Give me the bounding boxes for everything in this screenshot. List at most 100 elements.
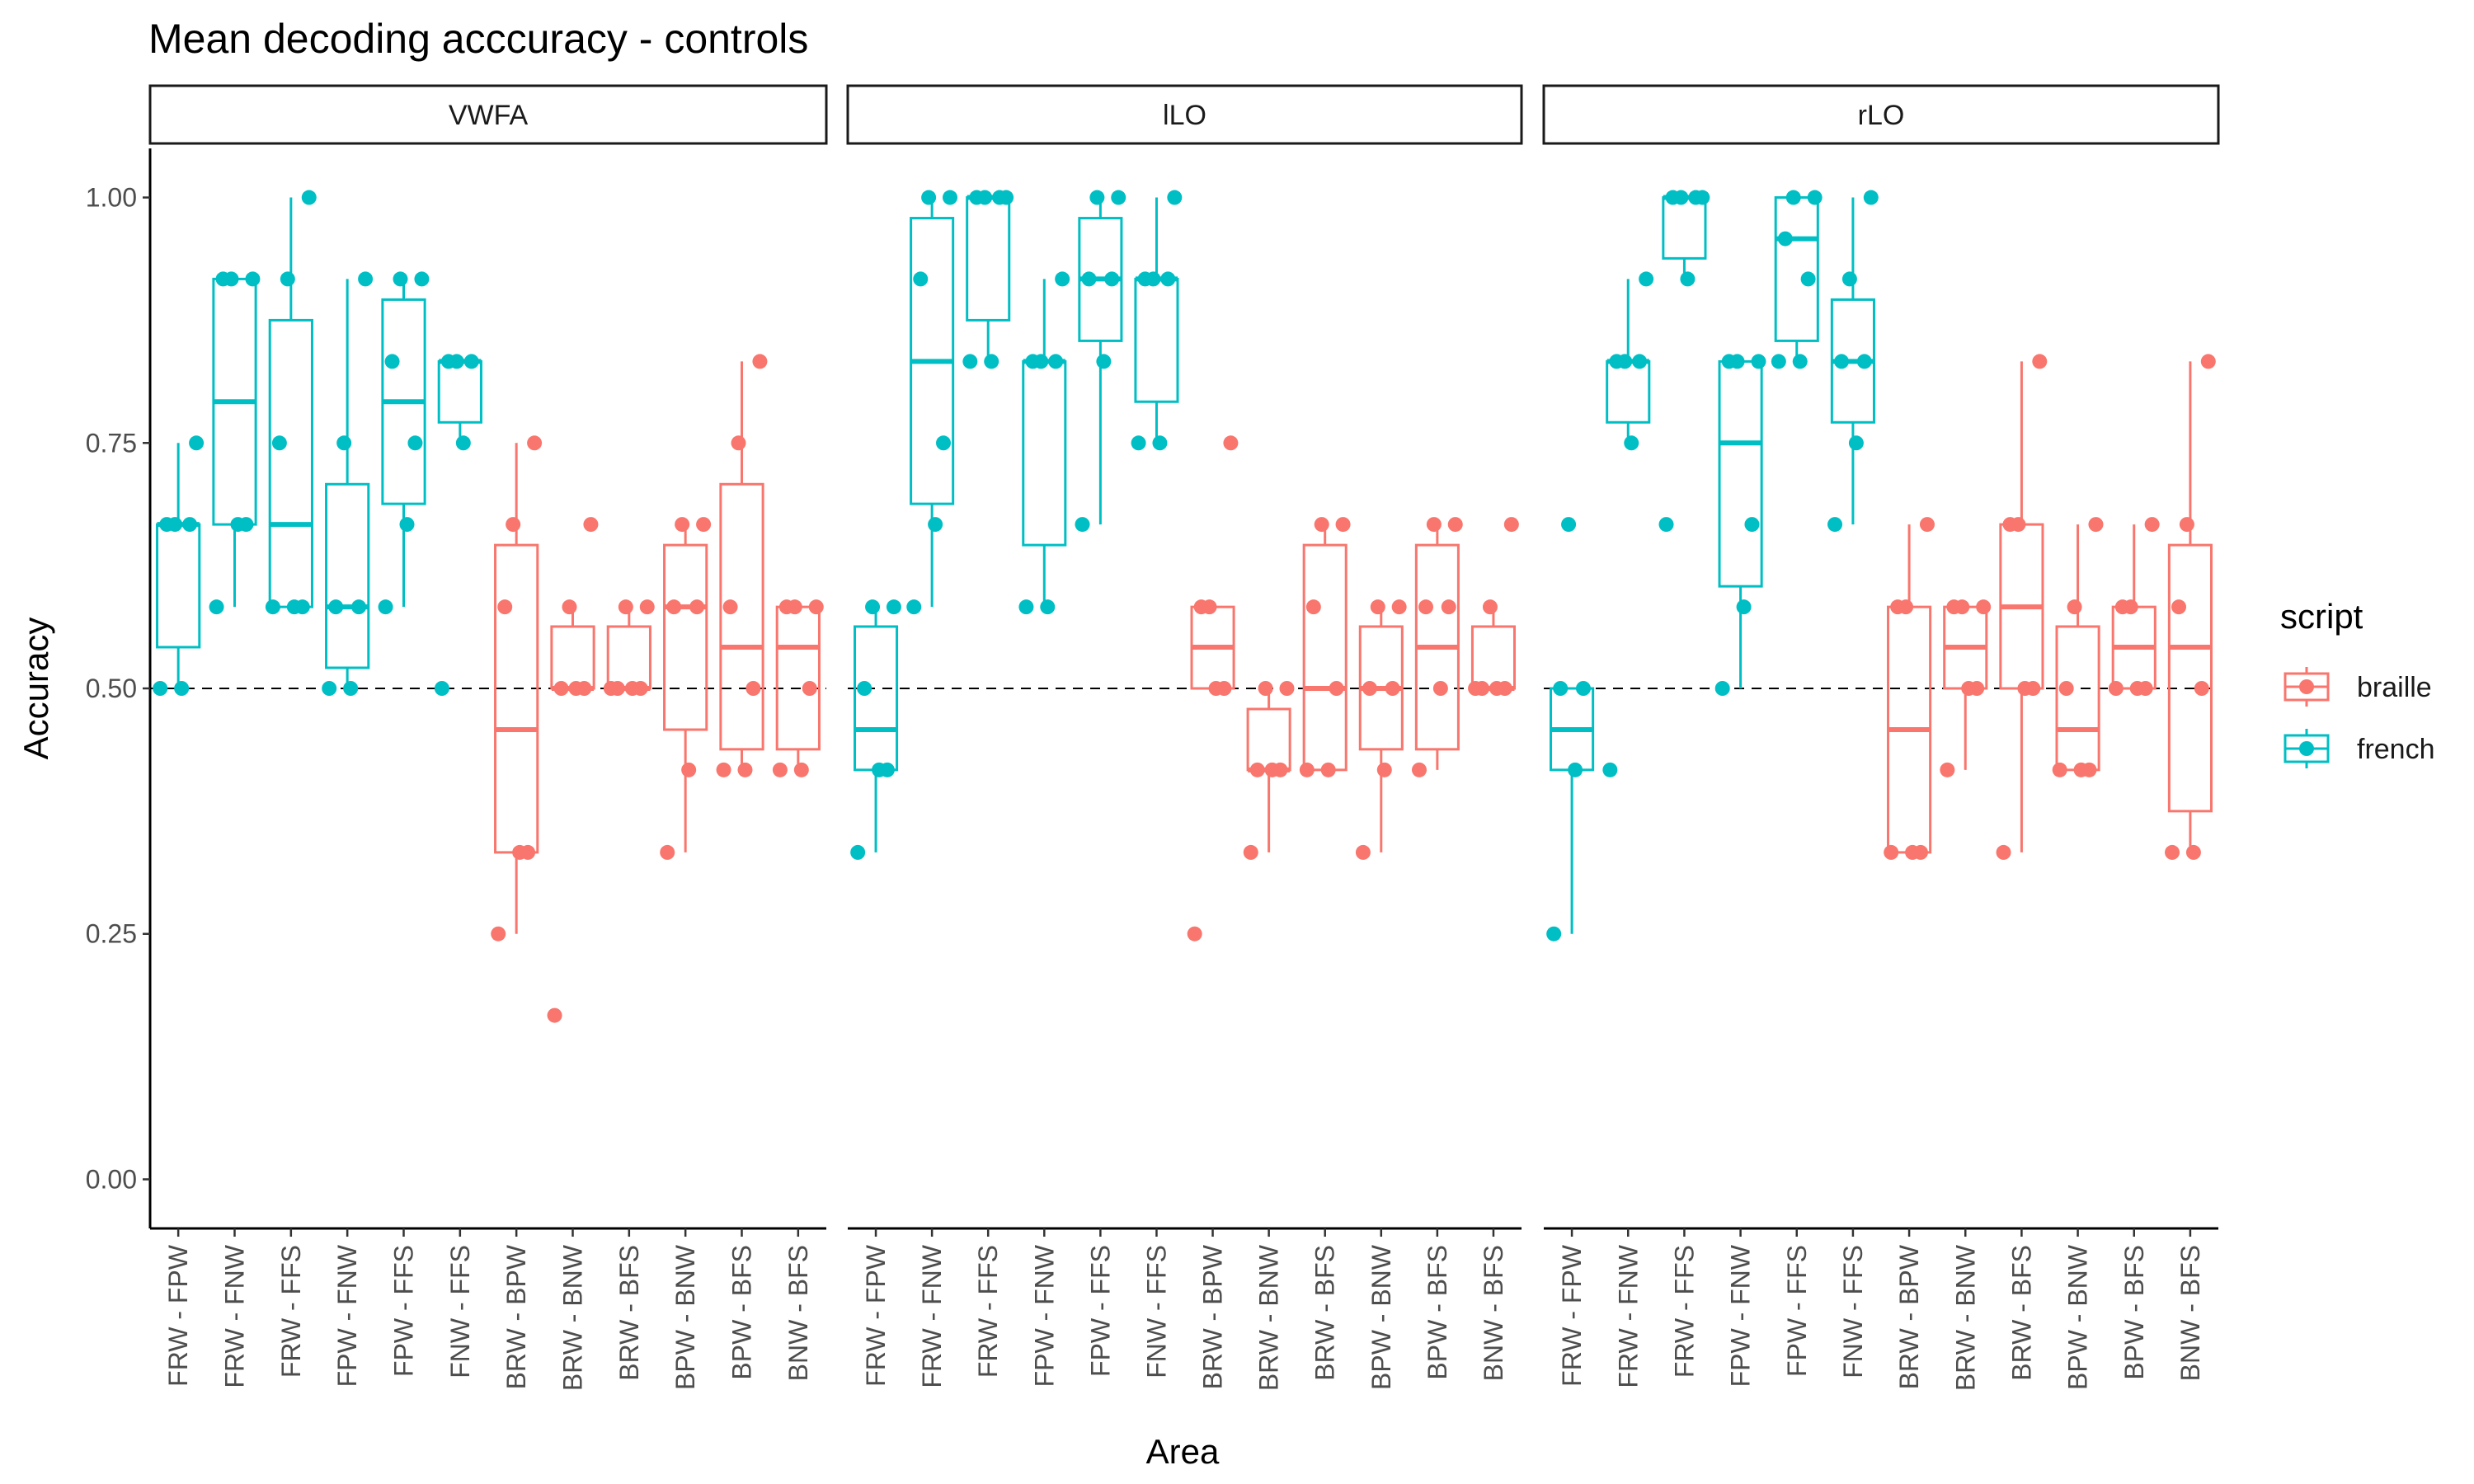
x-tick-label: FNW - FFS: [1838, 1245, 1868, 1378]
data-point: [879, 762, 895, 777]
data-point: [378, 599, 393, 615]
data-point: [351, 599, 367, 615]
data-point: [506, 517, 521, 533]
data-point: [1632, 354, 1648, 369]
data-point: [1441, 599, 1456, 615]
x-tick-label: BPW - BNW: [1366, 1244, 1396, 1390]
x-tick-label: FNW - FFS: [1141, 1245, 1171, 1378]
data-point: [182, 517, 198, 533]
data-point: [245, 271, 261, 287]
box-6: [491, 435, 543, 942]
data-point: [886, 599, 901, 615]
data-point: [772, 762, 788, 777]
data-point: [1040, 599, 1056, 615]
x-tick-label: FPW - FFS: [1085, 1245, 1115, 1377]
data-point: [696, 517, 712, 533]
x-tick-label: FRW - FNW: [220, 1244, 250, 1388]
x-tick-label: BRW - BNW: [1254, 1244, 1284, 1391]
data-point: [1187, 926, 1202, 942]
facet-panel-rLO: rLO FRW - FPW FRW - FNW FRW - FFS FPW - FNW F…: [1542, 84, 2220, 1391]
data-point: [1751, 354, 1766, 369]
x-tick-label: BRW - BFS: [2006, 1245, 2036, 1381]
data-point: [455, 435, 471, 451]
data-point: [731, 435, 746, 451]
y-tick-label: 1.00: [86, 183, 137, 213]
data-point: [1223, 435, 1239, 451]
box-body: [966, 196, 1011, 322]
x-tick-label: FPW - FNW: [1726, 1244, 1756, 1387]
legend-key-point: [2299, 741, 2314, 756]
data-point: [393, 271, 408, 287]
data-point: [280, 271, 295, 287]
box-body: [1134, 277, 1179, 403]
data-point: [1602, 762, 1618, 777]
x-tick-label: FRW - FNW: [917, 1244, 947, 1388]
box-1: [209, 271, 261, 615]
x-tick-label: BRW - BPW: [1198, 1244, 1228, 1389]
x-tick-label: FRW - FFS: [973, 1245, 1003, 1378]
box-9: [1355, 599, 1407, 860]
data-point: [1314, 517, 1329, 533]
data-point: [1976, 599, 1992, 615]
data-point: [2138, 681, 2153, 696]
y-tick-label: 0.00: [86, 1164, 137, 1194]
data-point: [1335, 517, 1351, 533]
data-point: [189, 435, 205, 451]
data-point: [336, 435, 352, 451]
box-3: [322, 271, 374, 696]
box-3: [1018, 271, 1070, 615]
data-point: [681, 762, 697, 777]
data-point: [1475, 681, 1490, 696]
box-10: [2108, 517, 2160, 696]
data-point: [928, 517, 943, 533]
box-2: [1658, 190, 1710, 533]
data-point: [1243, 844, 1258, 860]
data-point: [977, 190, 993, 205]
box-body: [1718, 359, 1763, 588]
data-point: [1807, 190, 1823, 205]
box-4: [1771, 190, 1823, 369]
x-tick-label: BPW - BFS: [2119, 1245, 2149, 1380]
data-point: [1898, 599, 1914, 615]
box-body: [2167, 543, 2213, 813]
data-point: [1834, 354, 1850, 369]
box-6: [1187, 435, 1239, 942]
data-point: [1075, 517, 1090, 533]
data-point: [2108, 681, 2124, 696]
x-tick-label: BRW - BFS: [1310, 1245, 1340, 1381]
data-point: [1771, 354, 1786, 369]
x-tick-label: BRW - BNW: [1950, 1244, 1980, 1391]
data-point: [1996, 844, 2011, 860]
x-tick-label: BRW - BFS: [614, 1245, 644, 1381]
data-point: [265, 599, 280, 615]
box-body: [663, 543, 708, 731]
box-5: [1131, 190, 1183, 451]
box-11: [2165, 354, 2216, 860]
x-tick-label: BNW - BFS: [783, 1245, 813, 1381]
box-3: [1714, 354, 1766, 696]
data-point: [343, 681, 359, 696]
data-point: [384, 354, 400, 369]
data-point: [2011, 517, 2026, 533]
data-point: [1658, 517, 1674, 533]
legend-item-french: french: [2284, 729, 2435, 768]
data-point: [865, 599, 881, 615]
data-point: [1432, 681, 1448, 696]
legend-label: french: [2357, 734, 2435, 765]
data-point: [752, 354, 768, 369]
data-point: [1940, 762, 1955, 777]
x-tick-label: BRW - BPW: [501, 1244, 531, 1389]
facet-strip-label: rLO: [1858, 100, 1905, 131]
data-point: [913, 271, 929, 287]
box-body: [550, 625, 595, 690]
data-point: [223, 271, 239, 287]
data-point: [906, 599, 922, 615]
facet-strip: [148, 84, 828, 145]
data-point: [2032, 354, 2048, 369]
data-point: [1055, 271, 1070, 287]
x-tick-label: FPW - FNW: [332, 1244, 362, 1387]
data-point: [434, 681, 449, 696]
data-point: [1033, 354, 1049, 369]
